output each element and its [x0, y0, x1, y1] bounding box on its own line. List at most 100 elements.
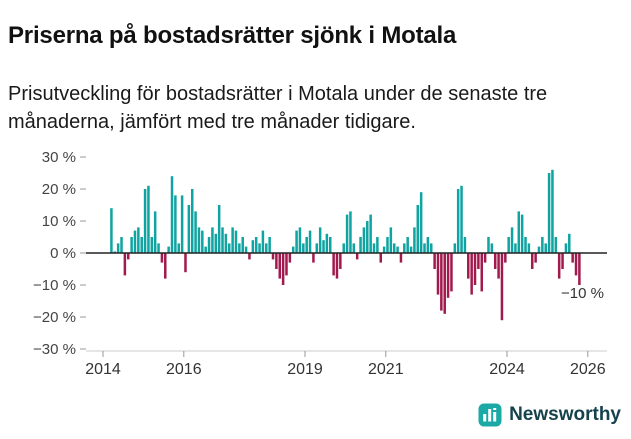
bar-2014-07: [123, 253, 127, 276]
bar-2020-05: [359, 237, 362, 253]
bar-2023-12: [504, 253, 507, 263]
bar-2023-06: [483, 253, 487, 263]
bar-2015-02: [147, 185, 150, 253]
bar-chart-svg: 30 % 20 % 10 % 0 % −10 % −20 % −30 % 2014 2016 20…: [33, 149, 607, 378]
newsworthy-logo-icon: [478, 403, 502, 427]
bar-2019-12: [342, 243, 345, 253]
bar-2020-03: [352, 243, 356, 253]
bar-2025-10: [578, 253, 581, 285]
bar-2021-01: [386, 237, 389, 253]
bar-2020-11: [379, 253, 382, 263]
bar-2020-12: [382, 246, 386, 253]
bar-2018-08: [288, 253, 292, 263]
bar-2021-02: [389, 227, 393, 253]
chart-subtitle: Prisutveckling för bostadsrätter i Motal…: [8, 83, 548, 134]
bar-2020-10: [376, 237, 379, 253]
bar-2018-02: [268, 237, 271, 253]
y-tick-label: 30 %: [42, 149, 76, 166]
bar-2024-05: [520, 214, 524, 253]
bar-2021-07: [406, 237, 409, 253]
bar-2019-01: [305, 237, 308, 253]
bar-2018-11: [298, 227, 302, 253]
bar-2015-06: [160, 253, 164, 263]
bar-2018-05: [278, 253, 281, 279]
bar-2024-01: [507, 237, 510, 253]
bar-2020-06: [362, 227, 366, 253]
bar-2015-05: [157, 243, 160, 253]
bar-2025-02: [551, 169, 554, 253]
bar-2025-07: [568, 233, 571, 253]
bar-2022-01: [426, 237, 430, 253]
bar-2015-08: [167, 246, 170, 253]
bar-2014-06: [120, 237, 123, 253]
bar-2018-04: [275, 253, 278, 269]
bar-2015-11: [177, 243, 180, 253]
bar-2022-05: [440, 253, 443, 311]
page-title: Priserna på bostadsrätter sjönk i Motala: [8, 22, 457, 50]
bar-2018-01: [265, 243, 268, 253]
brand-name: Newsworthy: [509, 404, 621, 425]
bar-2014-11: [137, 227, 140, 253]
bar-2023-04: [477, 253, 480, 269]
bar-2024-03: [514, 243, 517, 253]
bar-2020-07: [366, 221, 369, 253]
bar-2019-04: [315, 243, 319, 253]
bar-2019-09: [332, 253, 335, 276]
x-tick-label: 2016: [166, 361, 202, 378]
x-tick-label: 2026: [570, 361, 606, 378]
bar-2023-02: [470, 253, 473, 295]
bar-2024-04: [517, 211, 521, 253]
bar-2022-06: [443, 253, 446, 314]
y-tick-label: 0 %: [50, 245, 76, 262]
bar-2020-02: [349, 211, 352, 253]
bar-2023-11: [500, 253, 504, 321]
bar-2014-04: [113, 251, 117, 253]
x-tick-label: 2019: [287, 361, 323, 378]
bar-2023-08: [490, 243, 494, 253]
bar-2018-09: [291, 246, 295, 253]
y-tick-label: −20 %: [33, 309, 76, 326]
bar-2016-05: [197, 227, 201, 253]
y-tick-label: −10 %: [33, 277, 76, 294]
bar-2021-05: [399, 253, 403, 263]
bar-2015-01: [143, 189, 147, 253]
bar-2025-01: [547, 173, 551, 253]
bar-2021-09: [413, 227, 416, 253]
bar-2018-07: [285, 253, 288, 276]
bar-2015-10: [174, 195, 177, 253]
bar-2016-06: [201, 230, 204, 253]
bar-2021-06: [403, 243, 406, 253]
bar-2015-03: [150, 237, 154, 253]
price-bar-chart: 30 % 20 % 10 % 0 % −10 % −20 % −30 % 2014 2016 20…: [0, 142, 631, 382]
bar-2025-04: [557, 253, 561, 279]
bar-2023-09: [493, 253, 497, 269]
bar-2021-12: [423, 243, 426, 253]
bar-2023-01: [467, 253, 470, 279]
bar-2017-01: [224, 233, 228, 253]
bar-2019-02: [308, 230, 312, 253]
bar-2016-04: [194, 211, 197, 253]
bar-2017-08: [248, 253, 251, 260]
bar-2022-10: [456, 189, 460, 253]
bar-2019-10: [335, 253, 339, 279]
bar-2017-12: [261, 230, 265, 253]
bar-2016-09: [211, 227, 214, 253]
bar-2017-05: [238, 243, 241, 253]
y-tick-label: 10 %: [42, 213, 76, 230]
bar-2014-12: [140, 237, 143, 253]
bar-2025-03: [554, 237, 558, 253]
bar-2017-11: [258, 243, 261, 253]
bar-2014-03: [110, 208, 113, 253]
bar-2024-02: [510, 227, 514, 253]
bar-2015-12: [180, 195, 184, 253]
bar-2019-06: [322, 240, 325, 253]
bar-2016-03: [190, 189, 194, 253]
bar-2022-02: [430, 243, 433, 253]
bar-2021-04: [396, 246, 399, 253]
bar-2018-12: [302, 243, 305, 253]
bar-2024-08: [531, 253, 534, 269]
bar-2017-07: [244, 246, 248, 253]
bar-2019-08: [329, 237, 332, 253]
bar-2022-08: [450, 253, 453, 292]
